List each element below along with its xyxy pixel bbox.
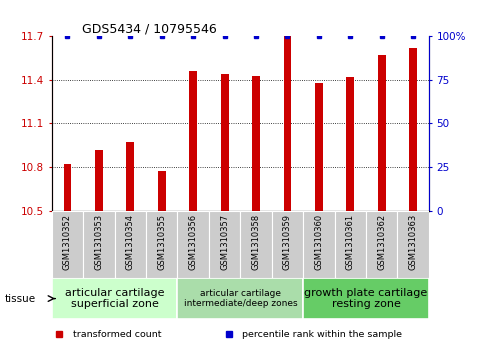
Text: GSM1310362: GSM1310362 — [377, 214, 387, 270]
Text: GSM1310355: GSM1310355 — [157, 214, 166, 270]
Text: tissue: tissue — [5, 294, 36, 303]
Bar — [347, 77, 354, 211]
Bar — [158, 171, 166, 211]
Bar — [315, 83, 323, 211]
Text: GDS5434 / 10795546: GDS5434 / 10795546 — [82, 22, 217, 35]
Bar — [366, 211, 397, 278]
Bar — [241, 211, 272, 278]
Bar — [209, 211, 241, 278]
Text: GSM1310356: GSM1310356 — [189, 214, 198, 270]
Bar — [126, 142, 134, 211]
Text: articular cartilage
intermediate/deep zones: articular cartilage intermediate/deep zo… — [183, 289, 297, 308]
Text: GSM1310361: GSM1310361 — [346, 214, 355, 270]
Bar — [283, 36, 291, 211]
Bar — [272, 211, 303, 278]
Bar — [177, 278, 303, 319]
Text: GSM1310354: GSM1310354 — [126, 214, 135, 270]
Bar — [95, 150, 103, 211]
Bar — [303, 211, 335, 278]
Text: GSM1310360: GSM1310360 — [315, 214, 323, 270]
Text: transformed count: transformed count — [72, 330, 161, 339]
Bar — [378, 55, 386, 211]
Bar — [64, 164, 71, 211]
Text: articular cartilage
superficial zone: articular cartilage superficial zone — [65, 288, 164, 309]
Bar — [397, 211, 429, 278]
Text: percentile rank within the sample: percentile rank within the sample — [242, 330, 402, 339]
Bar — [335, 211, 366, 278]
Bar — [252, 76, 260, 211]
Text: GSM1310352: GSM1310352 — [63, 214, 72, 270]
Text: GSM1310363: GSM1310363 — [409, 214, 418, 270]
Bar — [409, 48, 417, 211]
Text: GSM1310357: GSM1310357 — [220, 214, 229, 270]
Text: GSM1310359: GSM1310359 — [283, 214, 292, 270]
Bar — [177, 211, 209, 278]
Bar — [221, 74, 229, 211]
Text: GSM1310353: GSM1310353 — [94, 214, 104, 270]
Bar — [52, 211, 83, 278]
Bar — [146, 211, 177, 278]
Bar — [189, 71, 197, 211]
Text: GSM1310358: GSM1310358 — [251, 214, 261, 270]
Bar — [114, 211, 146, 278]
Text: growth plate cartilage
resting zone: growth plate cartilage resting zone — [305, 288, 428, 309]
Bar — [303, 278, 429, 319]
Bar — [52, 278, 177, 319]
Bar — [83, 211, 114, 278]
